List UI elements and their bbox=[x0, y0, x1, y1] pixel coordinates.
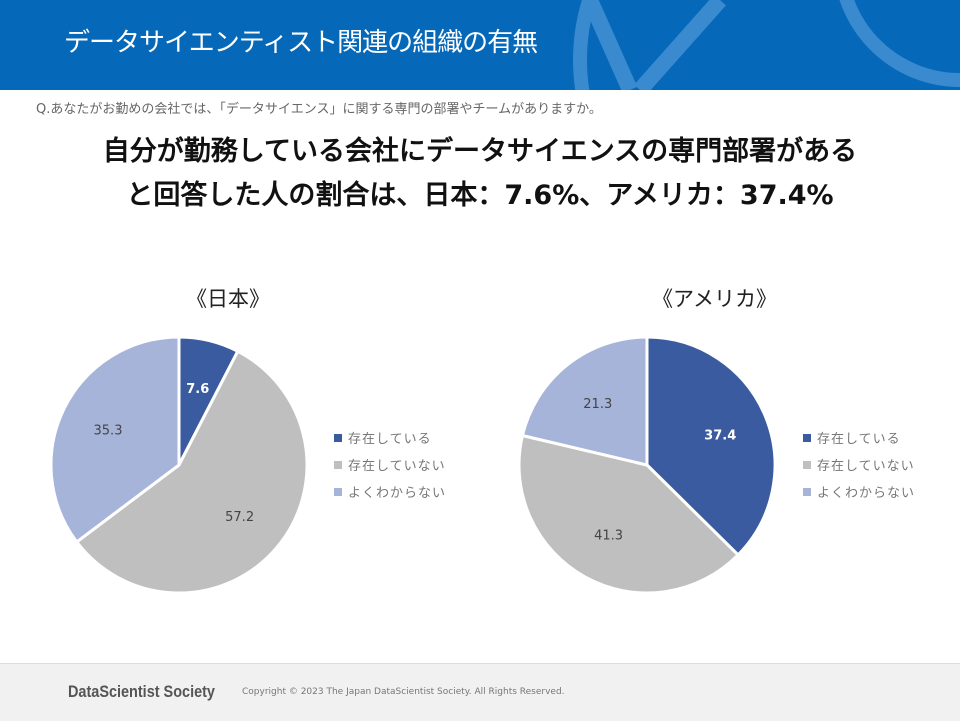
legend-swatch bbox=[803, 487, 811, 496]
legend-item: 存在していない bbox=[803, 451, 915, 478]
legend-item: よくわからない bbox=[334, 478, 446, 505]
legend-item: 存在していない bbox=[334, 451, 446, 478]
legend-label: よくわからない bbox=[348, 486, 447, 501]
footer: DataScientist Society Copyright © 2023 T… bbox=[0, 663, 960, 721]
headline-line-1: 自分が勤務している会社にデータサイエンスの専門部署がある bbox=[102, 136, 858, 167]
decorative-arcs bbox=[573, 0, 960, 90]
data-label: 41.3 bbox=[594, 528, 623, 543]
chart-title-usa: 《アメリカ》 bbox=[652, 287, 777, 311]
legend-item: 存在している bbox=[334, 424, 446, 451]
copyright: Copyright © 2023 The Japan DataScientist… bbox=[242, 687, 565, 697]
legend-item: 存在している bbox=[803, 424, 915, 451]
legend-usa: 存在している 存在していない よくわからない bbox=[803, 424, 915, 505]
legend-japan: 存在している 存在していない よくわからない bbox=[334, 424, 446, 505]
legend-swatch bbox=[334, 487, 342, 496]
pie-slice bbox=[645, 335, 777, 558]
survey-question: Q.あなたがお勤めの会社では、「データサイエンス」に関する専門の部署やチームがあ… bbox=[36, 102, 602, 117]
legend-swatch bbox=[803, 460, 811, 469]
chart-title-japan: 《日本》 bbox=[186, 287, 270, 311]
data-label: 37.4 bbox=[704, 428, 736, 443]
pie-slice bbox=[520, 335, 649, 467]
pie-slice bbox=[517, 433, 741, 595]
data-label: 7.6 bbox=[186, 382, 209, 397]
page-title: データサイエンティスト関連の組織の有無 bbox=[64, 28, 538, 58]
headline-line-2: と回答した人の割合は、日本：7.6%、アメリカ：37.4% bbox=[126, 180, 834, 211]
pie-slice bbox=[74, 349, 309, 595]
header-banner: データサイエンティスト関連の組織の有無 bbox=[0, 0, 960, 90]
legend-swatch bbox=[334, 433, 342, 442]
legend-label: よくわからない bbox=[817, 486, 916, 501]
legend-label: 存在していない bbox=[817, 459, 915, 474]
legend-label: 存在していない bbox=[348, 459, 446, 474]
legend-swatch bbox=[334, 460, 342, 469]
society-logo: DataScientist Society bbox=[68, 682, 215, 701]
legend-swatch bbox=[803, 433, 811, 442]
data-label: 57.2 bbox=[225, 510, 254, 525]
data-label: 21.3 bbox=[583, 397, 612, 412]
pie-slice bbox=[49, 335, 181, 545]
legend-item: よくわからない bbox=[803, 478, 915, 505]
data-label: 35.3 bbox=[94, 424, 123, 439]
legend-label: 存在している bbox=[817, 432, 901, 447]
legend-label: 存在している bbox=[348, 432, 432, 447]
